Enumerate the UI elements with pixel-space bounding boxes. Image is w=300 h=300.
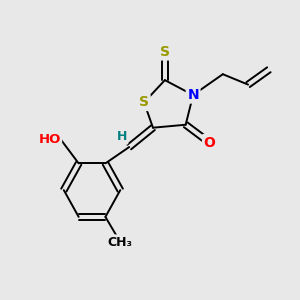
Text: O: O — [203, 136, 215, 150]
Text: S: S — [139, 95, 149, 110]
Text: CH₃: CH₃ — [108, 236, 133, 249]
Text: S: S — [160, 45, 170, 59]
Text: N: N — [187, 88, 199, 102]
Text: H: H — [117, 130, 127, 143]
Text: HO: HO — [38, 133, 61, 146]
